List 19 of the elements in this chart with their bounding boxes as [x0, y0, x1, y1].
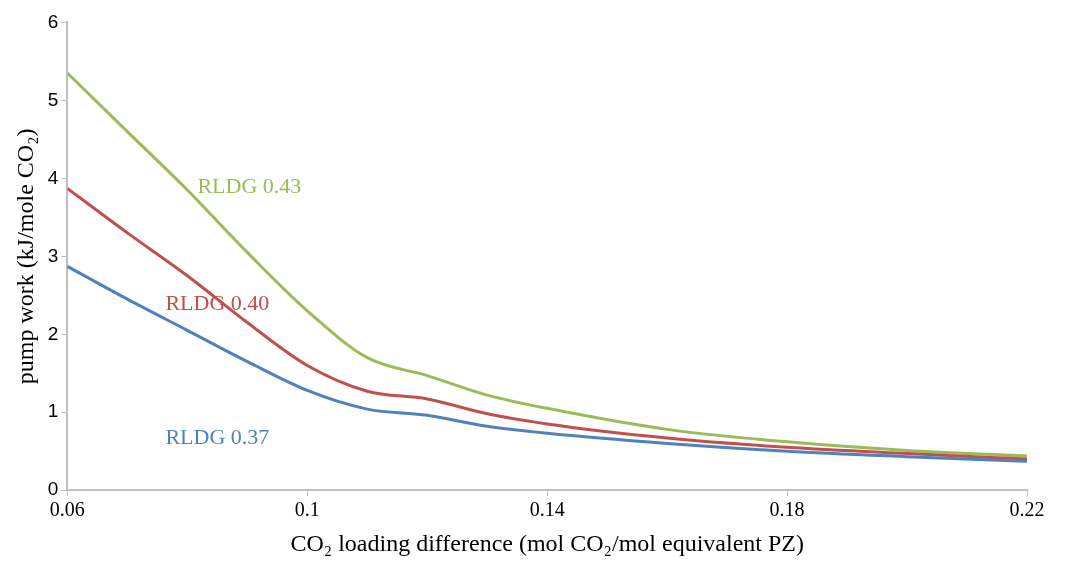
- y-tick-label: 0: [47, 478, 59, 500]
- text: RLDG 0.37: [165, 424, 270, 450]
- x-tick-label: 0.22: [1009, 498, 1045, 521]
- y-tick-label: 6: [47, 10, 59, 32]
- y-tick-label: 2: [47, 322, 59, 344]
- y-tick-label: 4: [47, 166, 59, 188]
- x-tick-label: 0.06: [49, 498, 85, 521]
- x-tick-label: 0.14: [529, 498, 565, 521]
- x-axis-title: CO₂ loading difference (mol CO₂/mol equivalent PZ): [290, 529, 804, 556]
- line-series: [67, 264, 1027, 463]
- y-tick-label: 3: [47, 244, 59, 266]
- y-axis-title: pump work (kJ/mole CO₂): [11, 128, 38, 385]
- line-series: [67, 71, 1027, 458]
- y-tick-label: 1: [47, 400, 59, 422]
- x-tick-label: 0.18: [769, 498, 805, 521]
- series-label: RLDG 0.40: [165, 289, 270, 315]
- series-label: RLDG 0.43: [197, 172, 302, 198]
- x-tick-label: 0.1: [294, 498, 320, 521]
- y-tick-label: 5: [47, 88, 59, 110]
